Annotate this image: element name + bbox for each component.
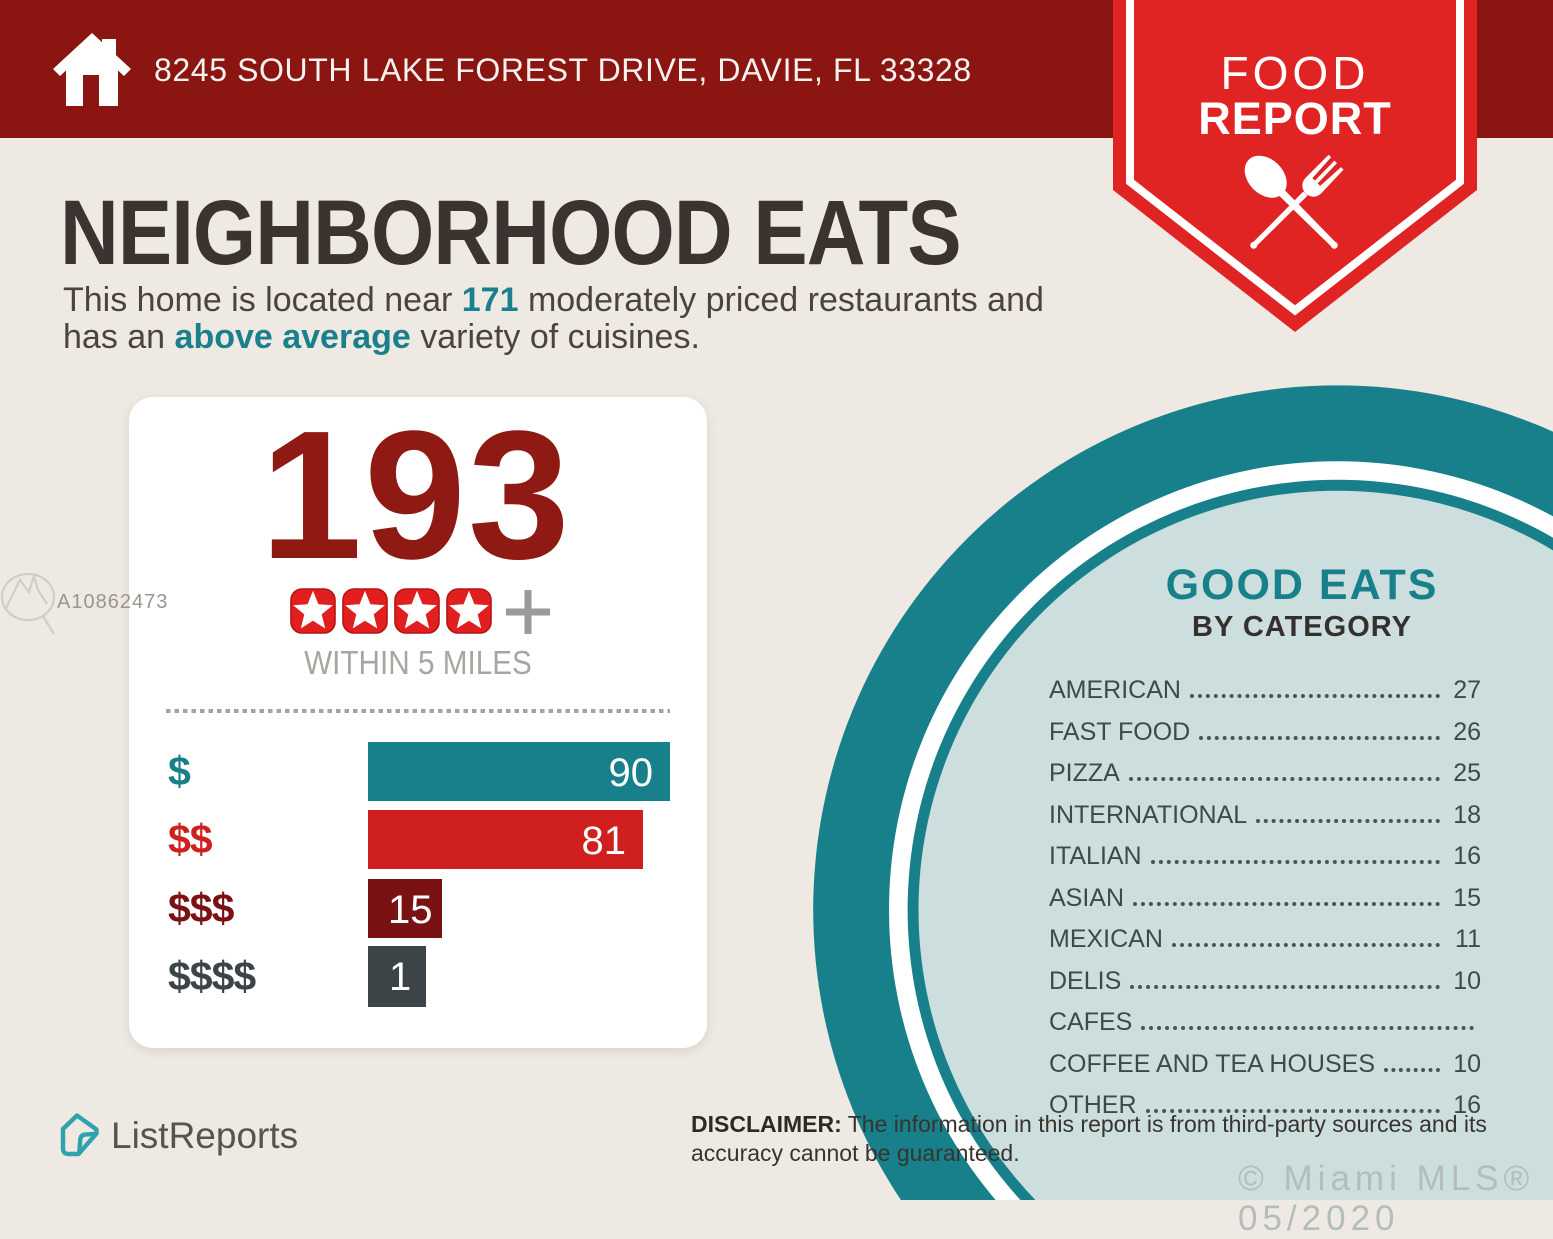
svg-text:REPORT: REPORT — [1198, 93, 1392, 144]
svg-text:FOOD: FOOD — [1221, 47, 1370, 99]
